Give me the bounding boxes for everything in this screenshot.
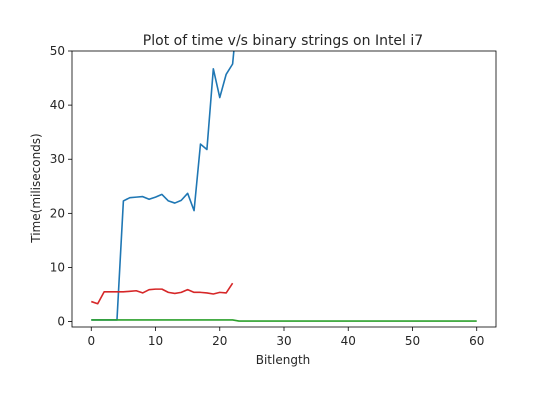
y-tick-label: 20	[50, 206, 65, 220]
y-tick-label: 0	[57, 315, 65, 329]
x-tick-label: 0	[87, 334, 95, 348]
x-tick-label: 10	[148, 334, 163, 348]
x-tick-label: 20	[212, 334, 227, 348]
y-tick-label: 50	[50, 44, 65, 58]
x-tick-label: 60	[469, 334, 484, 348]
x-tick-label: 40	[341, 334, 356, 348]
x-axis-label: Bitlength	[256, 353, 311, 367]
x-tick-label: 50	[405, 334, 420, 348]
y-tick-label: 30	[50, 152, 65, 166]
y-tick-label: 40	[50, 98, 65, 112]
y-axis-label: Time(miliseconds)	[29, 133, 43, 243]
y-tick-label: 10	[50, 260, 65, 274]
chart-title: Plot of time v/s binary strings on Intel…	[143, 33, 423, 49]
x-tick-label: 30	[276, 334, 291, 348]
